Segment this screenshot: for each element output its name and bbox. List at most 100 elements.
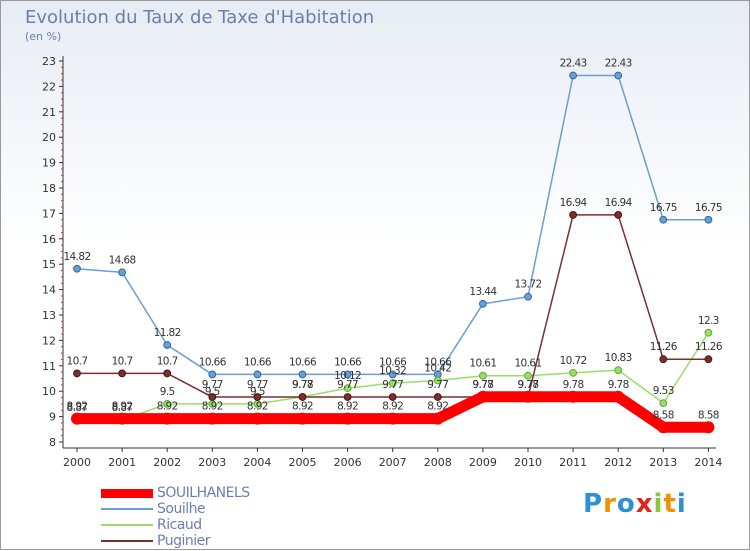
data-label: 8.92 <box>157 401 178 413</box>
data-label: 8.92 <box>337 401 358 413</box>
x-tick-label: 2009 <box>469 456 497 469</box>
data-point <box>569 369 577 377</box>
data-point <box>659 355 668 364</box>
y-tick-label: 22 <box>42 80 56 93</box>
data-label: 10.42 <box>424 363 451 375</box>
brand-letter: P <box>583 489 604 519</box>
data-label: 9.78 <box>292 379 313 391</box>
data-point <box>296 412 309 425</box>
data-label: 10.32 <box>379 365 406 377</box>
data-point <box>343 384 352 393</box>
legend-item: SOUILHANELS <box>101 485 250 501</box>
data-label: 8.92 <box>382 401 403 413</box>
data-label: 22.43 <box>560 57 587 69</box>
data-label: 10.83 <box>605 352 632 364</box>
data-point <box>614 71 623 80</box>
data-label: 11.26 <box>695 341 723 353</box>
data-label: 10.66 <box>379 356 407 368</box>
x-tick-label: 2006 <box>334 456 362 469</box>
data-label: 9.77 <box>247 379 268 391</box>
x-tick-label: 2004 <box>243 456 271 469</box>
data-label: 10.72 <box>560 355 587 367</box>
data-label: 10.66 <box>199 356 227 368</box>
legend-swatch <box>101 540 153 542</box>
data-label: 8.87 <box>67 402 88 414</box>
data-point <box>479 299 487 308</box>
data-point <box>569 211 577 219</box>
data-label: 14.82 <box>63 251 90 263</box>
data-label: 9.5 <box>160 386 175 398</box>
data-label: 16.94 <box>605 197 633 209</box>
data-label: 10.7 <box>67 355 88 367</box>
legend-item: Ricaud <box>101 517 250 533</box>
y-tick-label: 15 <box>42 258 56 271</box>
data-point <box>386 412 399 425</box>
data-point <box>569 71 577 80</box>
data-label: 8.92 <box>112 401 133 413</box>
data-label: 9.77 <box>337 379 358 391</box>
brand-letter: i <box>653 489 664 519</box>
x-tick-label: 2003 <box>198 456 226 469</box>
data-point <box>206 412 219 425</box>
data-label: 9.5 <box>250 386 265 398</box>
data-point <box>118 369 126 378</box>
data-point <box>116 412 129 425</box>
data-label: 10.7 <box>112 355 133 367</box>
legend: SOUILHANELS Souilhe Ricaud Puginier <box>101 485 250 549</box>
data-label: 8.92 <box>202 401 223 413</box>
data-point <box>341 412 354 425</box>
data-label: 22.43 <box>605 57 632 69</box>
y-tick-label: 12 <box>42 334 56 347</box>
data-point <box>524 292 532 301</box>
data-label: 9.53 <box>653 385 674 397</box>
x-tick-label: 2014 <box>694 456 722 469</box>
data-point <box>163 369 172 378</box>
data-label: 9.78 <box>472 379 493 391</box>
x-tick-label: 2010 <box>514 456 542 469</box>
data-label: 8.92 <box>292 401 313 413</box>
y-tick-label: 20 <box>42 131 56 144</box>
data-label: 10.7 <box>157 355 178 367</box>
y-tick-label: 21 <box>42 106 56 119</box>
x-tick-label: 2002 <box>153 456 181 469</box>
data-label: 9.77 <box>518 379 539 391</box>
data-label: 9.77 <box>472 379 493 391</box>
data-label: 16.94 <box>560 197 588 209</box>
data-point <box>118 268 126 277</box>
legend-swatch <box>101 508 153 510</box>
data-label: 9.77 <box>427 379 448 391</box>
data-point <box>657 421 670 434</box>
data-point <box>253 370 262 379</box>
x-tick-label: 2005 <box>289 456 317 469</box>
data-label: 8.58 <box>653 409 674 421</box>
brand-letter: i <box>676 489 687 519</box>
data-label: 8.87 <box>112 402 133 414</box>
data-label: 11.82 <box>154 327 181 339</box>
data-label: 9.78 <box>518 379 539 391</box>
data-label: 10.66 <box>334 356 362 368</box>
data-point <box>659 215 668 224</box>
x-tick-label: 2012 <box>604 456 632 469</box>
legend-swatch <box>101 524 153 526</box>
legend-label: SOUILHANELS <box>157 485 250 501</box>
brand-letter: r <box>603 489 617 519</box>
legend-item: Puginier <box>101 533 250 549</box>
y-tick-label: 16 <box>42 233 56 246</box>
data-label: 13.44 <box>469 286 497 298</box>
y-tick-label: 10 <box>42 385 56 398</box>
data-point <box>73 264 81 273</box>
data-label: 10.66 <box>289 356 317 368</box>
data-point <box>567 390 580 403</box>
data-point <box>343 370 352 379</box>
y-tick-label: 18 <box>42 182 56 195</box>
data-label: 9.77 <box>382 379 403 391</box>
y-tick-label: 13 <box>42 309 56 322</box>
y-tick-label: 14 <box>42 284 56 297</box>
y-tick-label: 8 <box>49 436 56 449</box>
data-point <box>659 399 668 408</box>
data-point <box>208 393 217 401</box>
data-point <box>433 393 442 401</box>
data-point <box>614 211 623 219</box>
data-label: 9.5 <box>205 386 220 398</box>
